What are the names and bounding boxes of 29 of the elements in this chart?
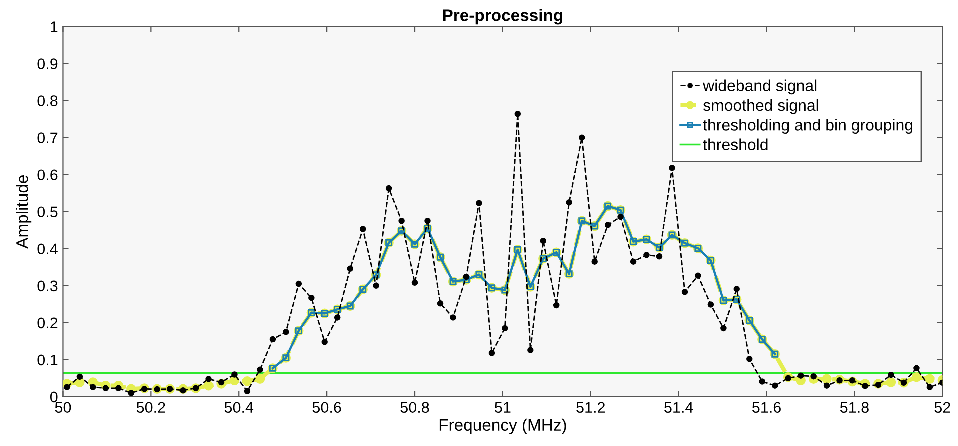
x-tick-label: 51.4 [664,402,694,414]
y-axis-title: Amplitude [16,176,32,249]
chart-title: Pre-processing [443,9,563,25]
x-tick-label: 50.8 [400,402,430,414]
y-tick-label: 0.2 [38,318,58,329]
y-tick-label: 0.9 [38,58,58,70]
y-tick-label: 0.3 [38,280,58,292]
y-tick-label: 0.1 [38,354,58,366]
x-tick-label: 50.2 [136,402,166,414]
legend-label: thresholding and bin grouping [703,119,912,134]
x-tick-label: 50.6 [312,402,342,414]
x-tick-label: 51 [495,402,511,414]
y-tick-label: 0.4 [38,244,58,255]
y-tick-label: 1 [51,22,58,32]
legend-label: threshold [703,138,768,151]
y-tick-label: 0.5 [38,206,58,218]
x-tick-label: 50 [55,402,72,414]
x-tick-label: 51.8 [840,402,869,414]
x-tick-label: 51.2 [576,402,605,414]
y-tick-label: 0.7 [38,132,58,144]
y-tick-label: 0.8 [38,96,58,106]
x-axis-title: Frequency (MHz) [440,418,566,434]
legend-label: smoothed signal [704,99,818,114]
y-tick-label: 0 [50,392,58,403]
x-tick-label: 52 [934,402,950,414]
x-tick-label: 50.4 [224,402,254,414]
legend-label: wideband signal [703,80,817,95]
y-tick-label: 0.6 [38,170,58,181]
x-tick-label: 51.6 [752,402,781,414]
